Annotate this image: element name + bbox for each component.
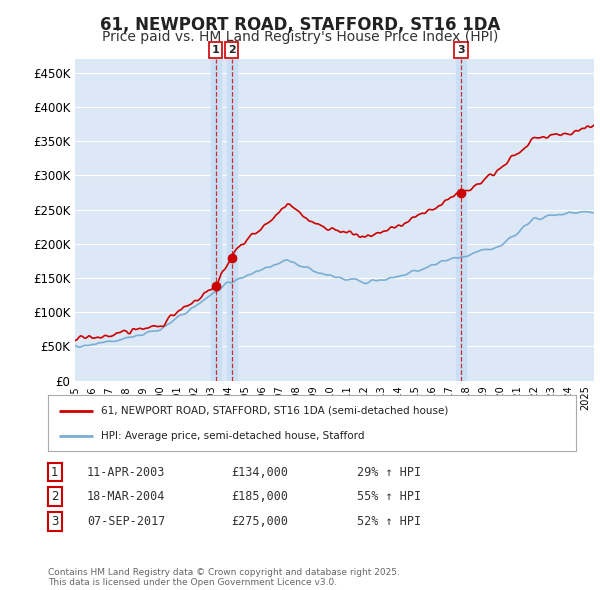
Text: 07-SEP-2017: 07-SEP-2017 [87,515,166,528]
Text: 52% ↑ HPI: 52% ↑ HPI [357,515,421,528]
Text: 3: 3 [51,515,59,528]
Text: 3: 3 [457,45,465,55]
Text: 1: 1 [212,45,220,55]
Bar [211,59,221,381]
Text: 61, NEWPORT ROAD, STAFFORD, ST16 1DA (semi-detached house): 61, NEWPORT ROAD, STAFFORD, ST16 1DA (se… [101,406,448,416]
Text: £275,000: £275,000 [231,515,288,528]
Bar [456,59,466,381]
Text: Contains HM Land Registry data © Crown copyright and database right 2025.
This d: Contains HM Land Registry data © Crown c… [48,568,400,587]
Bar [227,59,237,381]
Text: 29% ↑ HPI: 29% ↑ HPI [357,466,421,478]
Text: 55% ↑ HPI: 55% ↑ HPI [357,490,421,503]
Text: £134,000: £134,000 [231,466,288,478]
Text: 11-APR-2003: 11-APR-2003 [87,466,166,478]
Text: 1: 1 [51,466,59,478]
Text: Price paid vs. HM Land Registry's House Price Index (HPI): Price paid vs. HM Land Registry's House … [102,30,498,44]
Text: 2: 2 [51,490,59,503]
Text: 18-MAR-2004: 18-MAR-2004 [87,490,166,503]
Text: £185,000: £185,000 [231,490,288,503]
Text: 61, NEWPORT ROAD, STAFFORD, ST16 1DA: 61, NEWPORT ROAD, STAFFORD, ST16 1DA [100,17,500,34]
Text: 2: 2 [228,45,236,55]
Text: HPI: Average price, semi-detached house, Stafford: HPI: Average price, semi-detached house,… [101,431,364,441]
